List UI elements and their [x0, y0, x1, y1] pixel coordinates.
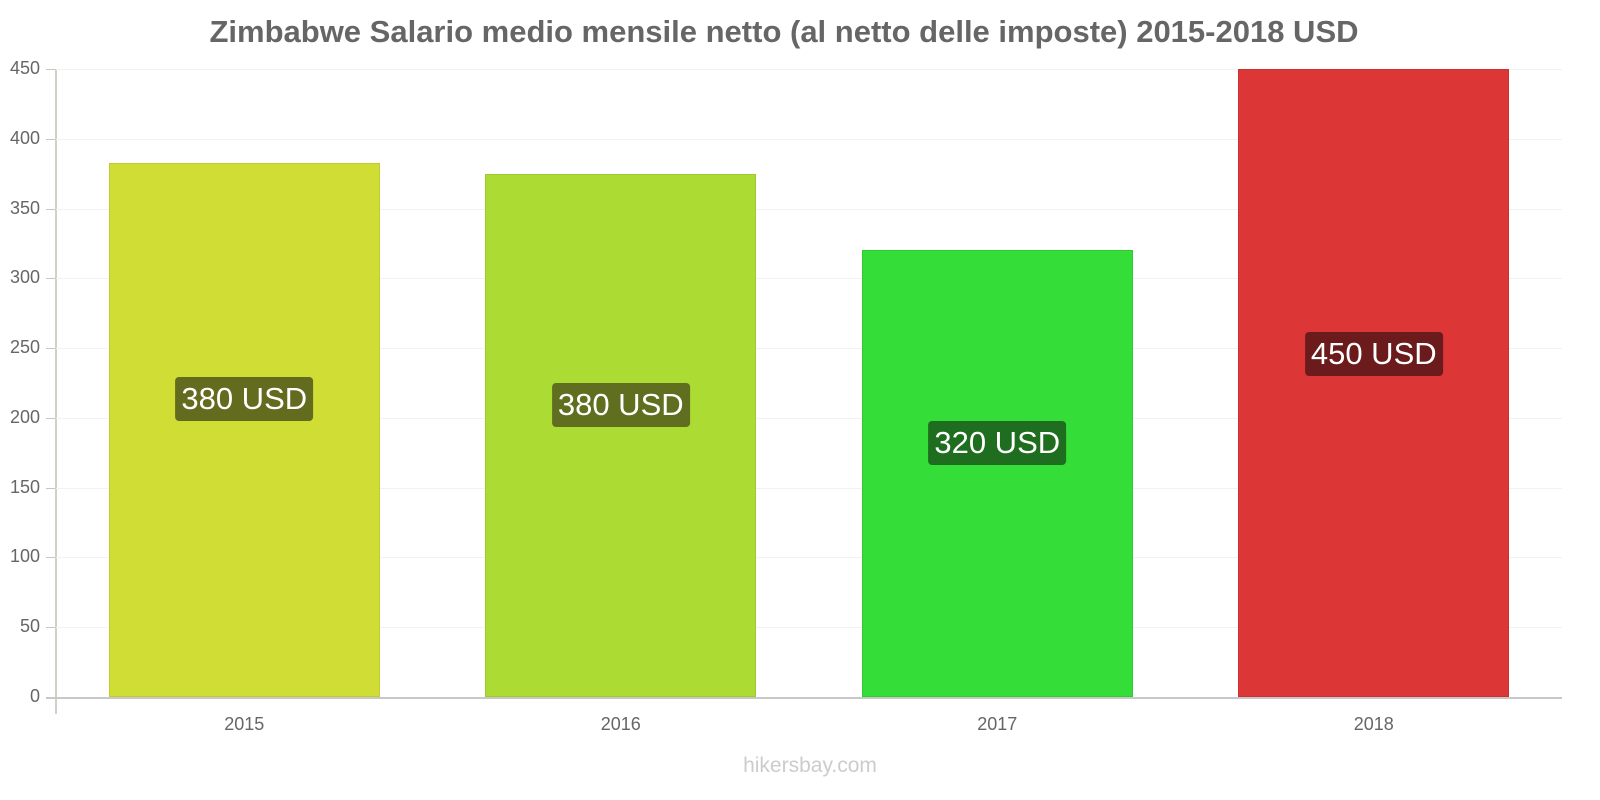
data-label: 450 USD: [1304, 332, 1443, 376]
y-tick-mark: [46, 348, 56, 350]
gridline: [56, 348, 1562, 350]
gridline: [56, 278, 1562, 280]
bar-2016[interactable]: 380 USD: [485, 173, 757, 697]
y-tick-mark: [46, 138, 56, 140]
y-tick-mark: [46, 487, 56, 489]
bar-2018[interactable]: 450 USD: [1238, 69, 1510, 697]
gridline: [56, 69, 1562, 70]
footer-source[interactable]: hikersbay.com: [743, 754, 877, 777]
y-tick-label: 100: [9, 546, 40, 567]
y-tick-mark: [46, 69, 56, 70]
gridline: [56, 208, 1562, 210]
x-tick-label: 2018: [1353, 714, 1394, 734]
y-tick-label: 50: [19, 616, 40, 637]
y-tick-label: 350: [9, 197, 40, 218]
x-tick-label: 2015: [224, 714, 265, 734]
y-tick-label: 150: [9, 476, 40, 497]
data-label: 320 USD: [928, 421, 1067, 465]
y-tick-mark: [46, 278, 56, 280]
gridline: [56, 138, 1562, 140]
y-tick-label: 0: [29, 686, 40, 706]
y-tick-label: 400: [9, 127, 40, 148]
y-tick-label: 200: [9, 406, 40, 427]
gridline: [56, 417, 1562, 419]
x-tick-label: 2017: [977, 714, 1018, 734]
gridline: [56, 487, 1562, 489]
bar-2017[interactable]: 320 USD: [861, 250, 1133, 697]
y-tick-mark: [46, 417, 56, 419]
plot-area: 380 USD 380 USD 320 USD 450 USD: [56, 69, 1562, 697]
chart-title: Zimbabwe Salario medio mensile netto (al…: [209, 14, 1359, 49]
y-tick-mark: [46, 208, 56, 210]
y-tick-label: 250: [9, 337, 40, 358]
y-tick-label: 450: [9, 58, 40, 78]
y-tick-label: 300: [9, 267, 40, 288]
bar-2015[interactable]: 380 USD: [108, 162, 380, 697]
y-tick-mark: [46, 627, 56, 629]
data-label: 380 USD: [175, 377, 314, 421]
y-axis-line: [55, 69, 57, 714]
x-tick-label: 2016: [600, 714, 641, 734]
gridline: [56, 557, 1562, 559]
y-tick-mark: [46, 557, 56, 559]
data-label: 380 USD: [551, 383, 690, 427]
x-axis-line: [46, 697, 1562, 699]
gridline: [56, 627, 1562, 629]
